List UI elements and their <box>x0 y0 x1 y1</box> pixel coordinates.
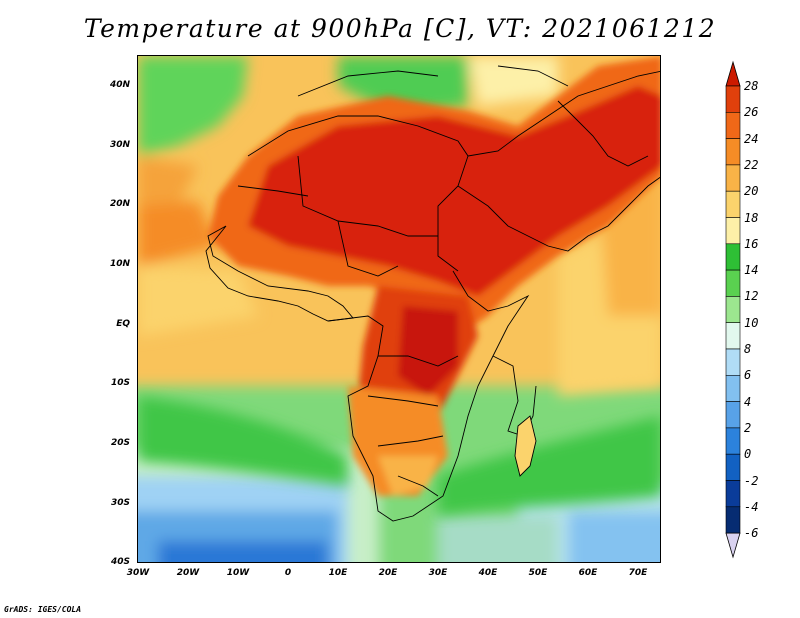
colorbar-top-triangle <box>725 60 741 87</box>
lat-label: 10S <box>110 378 130 388</box>
colorbar-segment <box>725 296 741 323</box>
colorbar-segment <box>725 269 741 297</box>
lon-label: 20E <box>378 568 398 578</box>
lat-label: EQ <box>116 319 130 329</box>
lon-label: 0 <box>284 568 292 578</box>
colorbar-segment <box>725 348 741 376</box>
lon-label: 40E <box>478 568 498 578</box>
colorbar-segments <box>725 60 741 559</box>
colorbar-level-label: 12 <box>744 289 759 304</box>
lat-label: 40N <box>109 80 130 90</box>
colorbar-level-label: 2 <box>744 420 752 435</box>
lon-label: 30E <box>428 568 448 578</box>
colorbar-segment <box>725 164 741 192</box>
lon-label: 10W <box>226 568 250 578</box>
colorbar-segment <box>725 138 741 166</box>
lon-label: 70E <box>628 568 648 578</box>
colorbar-level-label: 22 <box>744 157 759 172</box>
colorbar-level-label: 10 <box>744 315 759 330</box>
colorbar-level-label: -4 <box>744 499 759 514</box>
colorbar-segment <box>725 322 741 350</box>
lon-label: 30W <box>126 568 150 578</box>
colorbar-segment <box>725 427 741 455</box>
colorbar-segment <box>725 85 741 113</box>
colorbar-segment <box>725 111 741 139</box>
lat-label: 20S <box>110 438 130 448</box>
colorbar-level-label: 28 <box>744 79 759 93</box>
colorbar-level-label: 4 <box>744 394 752 409</box>
lon-label: 60E <box>578 568 598 578</box>
colorbar-segment <box>725 480 741 508</box>
colorbar-segment <box>725 374 741 402</box>
colorbar-level-label: 6 <box>744 368 752 383</box>
lon-label: 20W <box>176 568 200 578</box>
colorbar-level-label: 0 <box>744 447 752 462</box>
lat-label: 10N <box>109 259 130 269</box>
colorbar-segment <box>725 401 741 429</box>
lon-label: 50E <box>528 568 548 578</box>
colorbar-level-label: 16 <box>744 236 759 251</box>
colorbar-level-label: -6 <box>744 526 759 541</box>
colorbar-level-label: 18 <box>744 210 759 225</box>
lat-label: 40S <box>110 557 130 567</box>
lat-label: 30S <box>110 498 130 508</box>
lat-label: 30N <box>109 140 130 150</box>
colorbar-level-label: 14 <box>744 263 759 278</box>
colorbar-level-label: 8 <box>744 342 752 356</box>
colorbar-segment <box>725 453 741 481</box>
map-title: Temperature at 900hPa [C], VT: 202106121… <box>83 14 717 43</box>
lon-label: 10E <box>328 568 348 578</box>
colorbar-level-label: 26 <box>744 105 759 120</box>
colorbar-segment <box>725 190 741 218</box>
credit-text: GrADS: IGES/COLA <box>4 605 82 614</box>
temperature-field <box>138 56 660 562</box>
colorbar-segment <box>725 243 741 271</box>
colorbar-segment <box>725 506 741 534</box>
colorbar-level-label: 20 <box>744 184 759 199</box>
colorbar-level-label: -2 <box>744 473 759 488</box>
colorbar-segment <box>725 217 741 245</box>
colorbar-level-label: 24 <box>744 131 759 146</box>
colorbar <box>725 60 741 559</box>
colorbar-bottom-triangle <box>725 532 741 559</box>
lat-label: 20N <box>109 199 130 209</box>
map-panel <box>137 55 661 563</box>
